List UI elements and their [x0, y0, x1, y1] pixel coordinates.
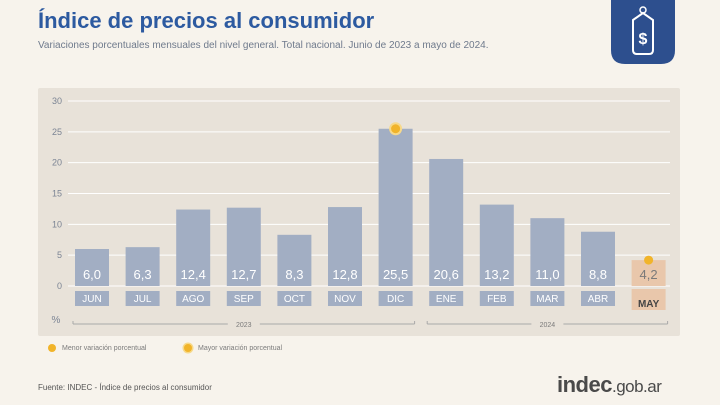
legend-max-label: Mayor variación porcentual — [198, 344, 283, 352]
bar — [226, 207, 261, 286]
bar — [429, 158, 464, 286]
bar — [378, 128, 413, 286]
legend-min-marker — [48, 344, 56, 352]
logo-domain: .gob.ar — [611, 377, 662, 396]
category-label: AGO — [182, 294, 204, 305]
category-pill — [328, 291, 362, 306]
category-label: NOV — [334, 294, 356, 305]
bar — [530, 218, 565, 286]
bar — [176, 209, 211, 286]
category-label: JUN — [82, 294, 101, 305]
category-label: MAY — [638, 299, 660, 310]
category-pill — [176, 291, 211, 306]
y-tick-label: 20 — [52, 158, 62, 168]
legend-max-marker — [184, 344, 192, 352]
bar-value-label: 12,7 — [231, 267, 256, 282]
page-subtitle: Variaciones porcentuales mensuales del n… — [38, 40, 489, 51]
bar-value-label: 11,0 — [535, 267, 559, 282]
category-pill — [277, 291, 312, 306]
bar-value-label: 12,4 — [181, 267, 206, 282]
y-unit-label: % — [52, 315, 61, 326]
source-note: Fuente: INDEC - Índice de precios al con… — [38, 383, 212, 392]
category-pill — [75, 291, 109, 306]
bar-value-label: 20,6 — [434, 267, 459, 282]
category-pill — [429, 291, 464, 306]
bar-value-label: 13,2 — [484, 267, 509, 282]
category-pill — [631, 289, 666, 310]
legend-max: Mayor variación porcentual — [184, 344, 282, 352]
category-label: OCT — [284, 294, 305, 305]
y-tick-label: 15 — [52, 189, 62, 199]
category-pill — [530, 291, 565, 306]
y-tick-label: 30 — [52, 96, 62, 106]
category-label: FEB — [487, 294, 507, 305]
bar — [479, 204, 514, 286]
bar — [75, 249, 109, 286]
legend-min-label: Menor variación porcentual — [62, 344, 147, 352]
bar — [125, 247, 160, 286]
category-label: MAR — [536, 294, 558, 305]
bar-value-label: 25,5 — [383, 267, 408, 282]
bar-value-label: 6,0 — [83, 267, 101, 282]
category-pill — [479, 291, 514, 306]
price-tag-dollar-icon: $ — [611, 0, 675, 64]
y-tick-label: 10 — [52, 219, 62, 229]
bar — [581, 231, 615, 286]
indec-logo: indec.gob.ar — [557, 372, 662, 398]
svg-text:$: $ — [639, 31, 648, 48]
category-pill — [226, 291, 261, 306]
year-label: 2024 — [540, 322, 556, 329]
legend-min: Menor variación porcentual — [48, 344, 146, 352]
category-pill — [378, 291, 413, 306]
category-label: ABR — [588, 294, 609, 305]
category-pill — [125, 291, 160, 306]
y-tick-label: 0 — [57, 281, 62, 291]
year-label: 2023 — [236, 322, 252, 329]
y-tick-label: 25 — [52, 127, 62, 137]
bar-value-label: 8,3 — [285, 267, 303, 282]
category-pill — [581, 291, 615, 306]
bar-value-label: 8,8 — [589, 267, 607, 282]
logo-main: indec — [557, 372, 612, 397]
category-label: ENE — [436, 294, 457, 305]
bar — [328, 207, 362, 286]
min-marker — [644, 255, 654, 265]
y-tick-label: 5 — [57, 250, 62, 260]
bar — [277, 234, 312, 286]
bar-value-label: 12,8 — [332, 267, 357, 282]
bar-value-label: 4,2 — [640, 267, 658, 282]
category-label: DIC — [387, 294, 404, 305]
category-label: JUL — [134, 294, 152, 305]
page-title: Índice de precios al consumidor — [38, 8, 375, 33]
max-marker — [391, 124, 401, 134]
category-label: SEP — [234, 294, 254, 305]
bar-value-label: 6,3 — [134, 267, 152, 282]
